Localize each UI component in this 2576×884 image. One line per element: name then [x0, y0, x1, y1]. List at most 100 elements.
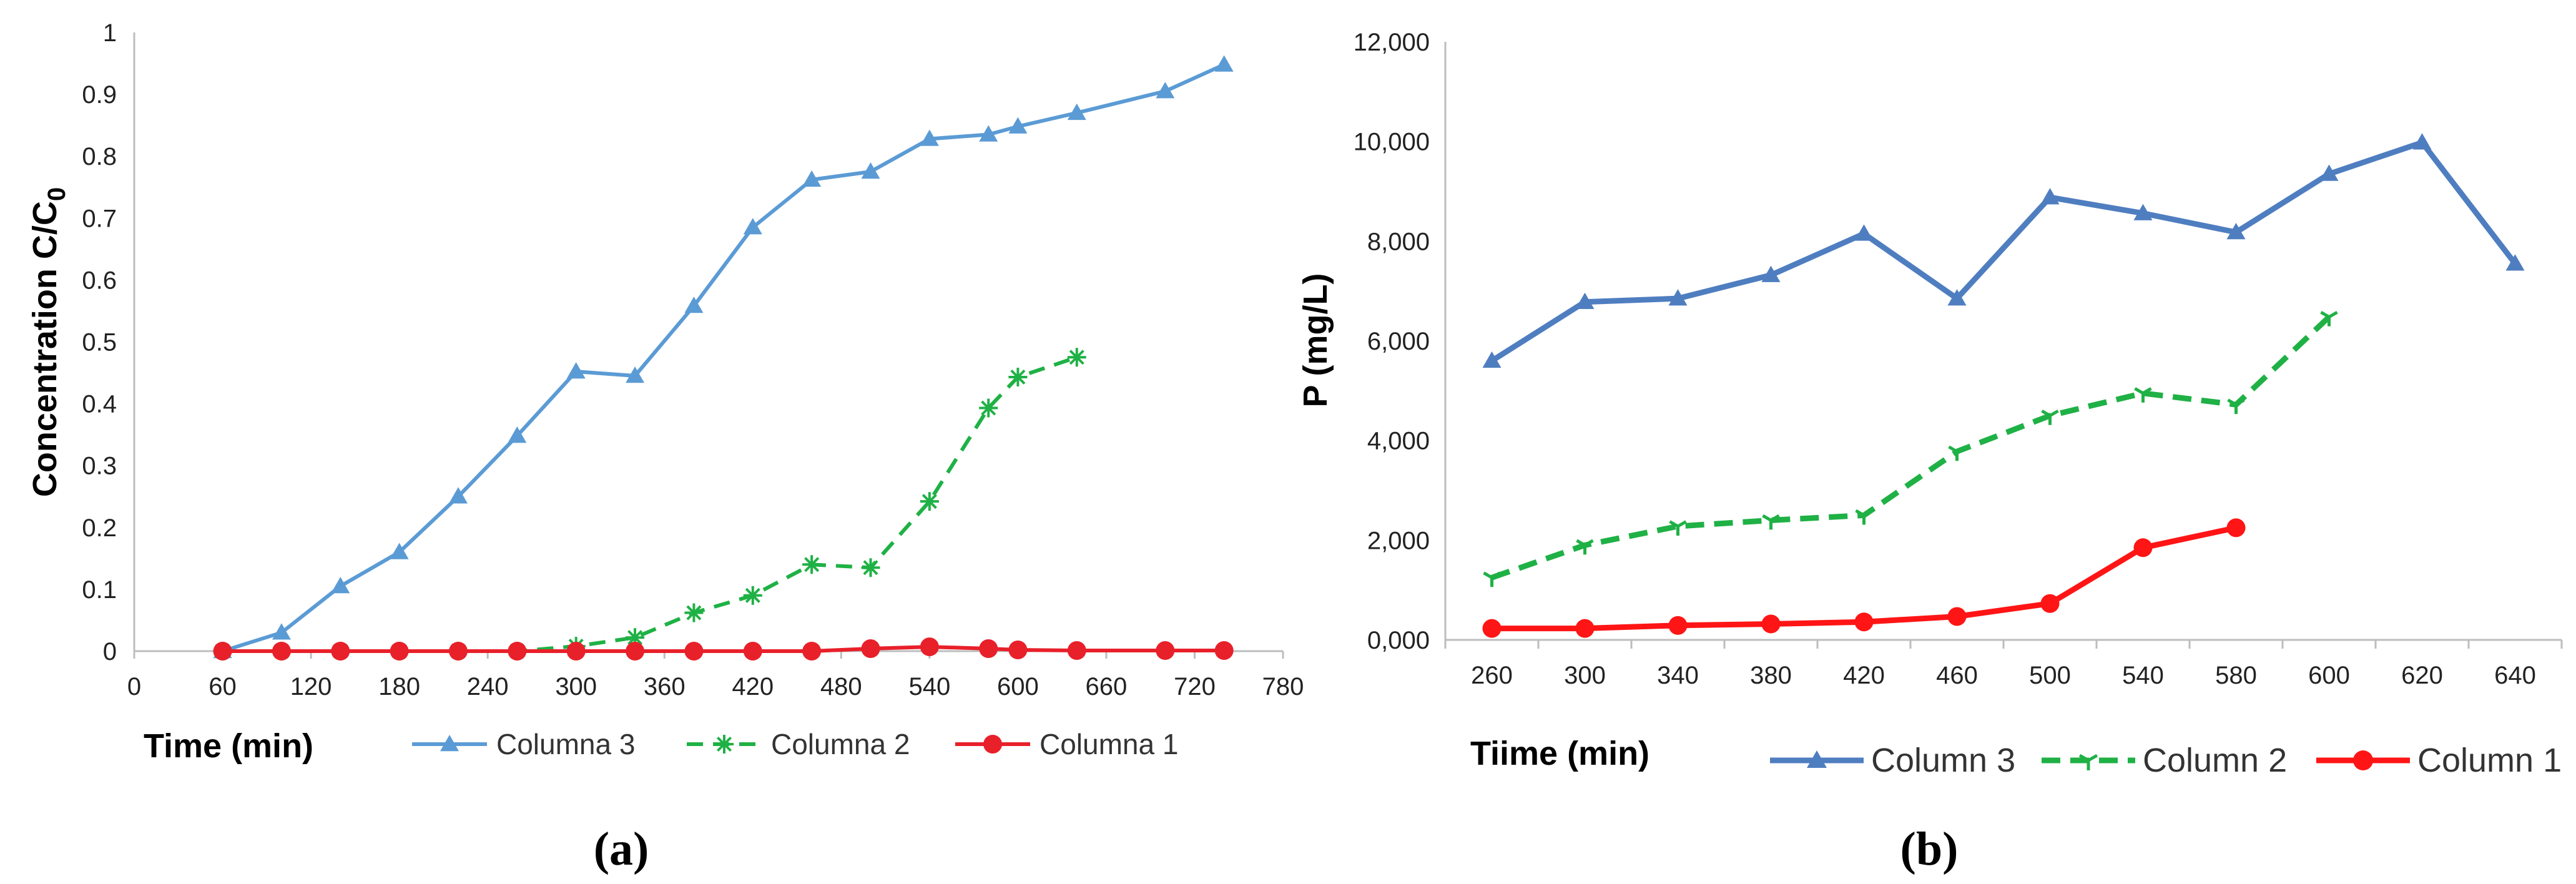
series-line-columna-3 — [222, 62, 1225, 653]
legend-label-columna-1: Columna 1 — [1040, 728, 1178, 760]
data-point-columna-1 — [508, 642, 527, 661]
data-point-column-2 — [1855, 509, 1873, 525]
chart-b: 0,000 2,000 4,000 6,000 8,000 10,000 12,000 26… — [1297, 29, 2563, 875]
chart-b-y-tick-label: 8,000 — [1367, 228, 1430, 255]
legend-marker-column-3 — [1807, 750, 1827, 768]
data-point-columna-1 — [566, 642, 586, 661]
chart-b-x-tick-label: 260 — [1471, 662, 1513, 689]
data-point-columna-3 — [1008, 117, 1028, 134]
data-point-column-1 — [1854, 612, 1874, 632]
legend-marker-column-2 — [2078, 754, 2098, 770]
data-point-column-1 — [2226, 518, 2246, 538]
data-point-column-2 — [1576, 539, 1594, 555]
data-point-columna-3 — [920, 129, 939, 146]
chart-a-y-tick-label: 0.7 — [82, 205, 117, 232]
data-point-columna-3 — [1156, 82, 1175, 99]
legend-label-columna-3: Columna 3 — [496, 728, 635, 760]
data-point-columna-2 — [979, 398, 998, 418]
data-point-column-2 — [1483, 571, 1501, 587]
chart-a: 0 0.1 0.2 0.3 0.4 0.5 0.6 0.7 0.8 0.9 1 0 60 120 180 2… — [26, 19, 1304, 875]
chart-b-x-tick-label: 580 — [2215, 662, 2257, 689]
chart-a-y-tick-label: 0.3 — [82, 453, 117, 480]
data-point-columna-3 — [1067, 103, 1086, 120]
data-point-column-2 — [1948, 445, 1966, 461]
chart-a-x-tick-label: 0 — [127, 673, 141, 700]
data-point-column-3 — [2505, 254, 2525, 271]
data-point-column-3 — [2319, 164, 2339, 181]
data-point-columna-3 — [979, 125, 998, 142]
legend-label-column-2: Column 2 — [2143, 742, 2287, 779]
chart-a-x-axis-label: Time (min) — [144, 727, 313, 765]
data-point-columna-1 — [213, 642, 232, 661]
data-point-columna-1 — [1067, 641, 1086, 661]
data-point-column-1 — [1482, 619, 1502, 638]
data-point-columna-1 — [920, 637, 939, 657]
chart-a-y-tick-label: 0.4 — [82, 391, 117, 418]
chart-b-y-tick-label: 2,000 — [1367, 527, 1430, 554]
data-point-columna-1 — [743, 642, 762, 661]
chart-a-x-tick-label: 540 — [908, 673, 950, 700]
chart-b-legend: Column 3 Column 2 Column 1 — [1770, 742, 2562, 779]
data-point-columna-3 — [743, 218, 762, 235]
data-point-columna-2 — [802, 555, 822, 574]
chart-a-panel-label: (a) — [594, 823, 649, 875]
chart-b-panel-label: (b) — [1900, 823, 1959, 875]
data-point-columna-1 — [1156, 641, 1175, 661]
chart-b-x-tick-label: 300 — [1564, 662, 1606, 689]
data-point-columna-2 — [1067, 348, 1086, 367]
data-point-columna-3 — [566, 362, 586, 379]
data-point-column-2 — [1762, 514, 1780, 530]
chart-a-x-tick-label: 60 — [209, 673, 237, 700]
data-point-columna-3 — [508, 426, 527, 443]
chart-a-legend: Columna 3 Columna 2 Columna 1 — [412, 728, 1178, 760]
data-point-column-3 — [1482, 351, 1502, 368]
data-point-columna-3 — [331, 576, 350, 594]
data-point-columna-2 — [1008, 367, 1028, 386]
data-point-columna-1 — [390, 642, 409, 661]
chart-a-y-tick-label: 0.6 — [82, 267, 117, 294]
chart-b-x-tick-label: 460 — [1936, 662, 1978, 689]
data-point-columna-3 — [802, 170, 822, 187]
data-point-columna-1 — [684, 642, 704, 661]
chart-a-y-tick-label: 0.9 — [82, 81, 117, 109]
series-line-column-2 — [1491, 315, 2331, 581]
data-point-columna-1 — [1008, 641, 1028, 660]
data-point-columna-1 — [802, 642, 822, 661]
data-point-columna-1 — [626, 642, 645, 661]
series-line-columna-1 — [222, 645, 1224, 653]
data-point-column-3 — [1761, 265, 1781, 282]
data-point-columna-3 — [1214, 55, 1234, 72]
data-point-columna-3 — [272, 623, 291, 640]
chart-a-x-tick-label: 120 — [290, 673, 332, 700]
data-point-column-1 — [1761, 614, 1781, 634]
data-point-column-3 — [2226, 222, 2246, 240]
chart-a-y-tick-label: 0 — [103, 638, 117, 665]
data-point-column-1 — [2040, 594, 2060, 613]
data-point-column-1 — [1947, 607, 1967, 626]
chart-b-x-tick-label: 340 — [1657, 662, 1699, 689]
legend-marker-column-1 — [2353, 750, 2373, 770]
chart-b-x-tick-label: 380 — [1750, 662, 1792, 689]
data-point-columna-2 — [920, 492, 939, 511]
legend-marker-columna-3 — [440, 735, 459, 752]
legend-label-column-1: Column 1 — [2417, 742, 2562, 779]
data-point-columna-2 — [861, 558, 880, 577]
chart-b-x-tick-label: 500 — [2029, 662, 2071, 689]
data-point-column-2 — [2134, 387, 2152, 403]
chart-a-x-tick-label: 420 — [732, 673, 774, 700]
data-point-columna-3 — [448, 487, 468, 504]
chart-a-x-tick-label: 180 — [378, 673, 420, 700]
data-point-columna-1 — [1214, 641, 1234, 661]
data-point-columna-2 — [743, 586, 762, 605]
chart-b-y-tick-label: 0,000 — [1367, 627, 1430, 654]
chart-b-y-axis-label: P (mg/L) — [1297, 273, 1334, 408]
legend-label-column-3: Column 3 — [1871, 742, 2015, 779]
chart-b-x-axis-label: Tiime (min) — [1470, 735, 1649, 772]
chart-b-x-tick-label: 640 — [2494, 662, 2536, 689]
chart-b-x-tick-label: 420 — [1843, 662, 1885, 689]
data-point-column-2 — [1669, 520, 1687, 536]
chart-a-x-tick-label: 360 — [644, 673, 686, 700]
chart-a-x-tick-label: 720 — [1174, 673, 1216, 700]
chart-b-y-tick-label: 6,000 — [1367, 328, 1430, 355]
data-point-columna-3 — [626, 366, 645, 383]
